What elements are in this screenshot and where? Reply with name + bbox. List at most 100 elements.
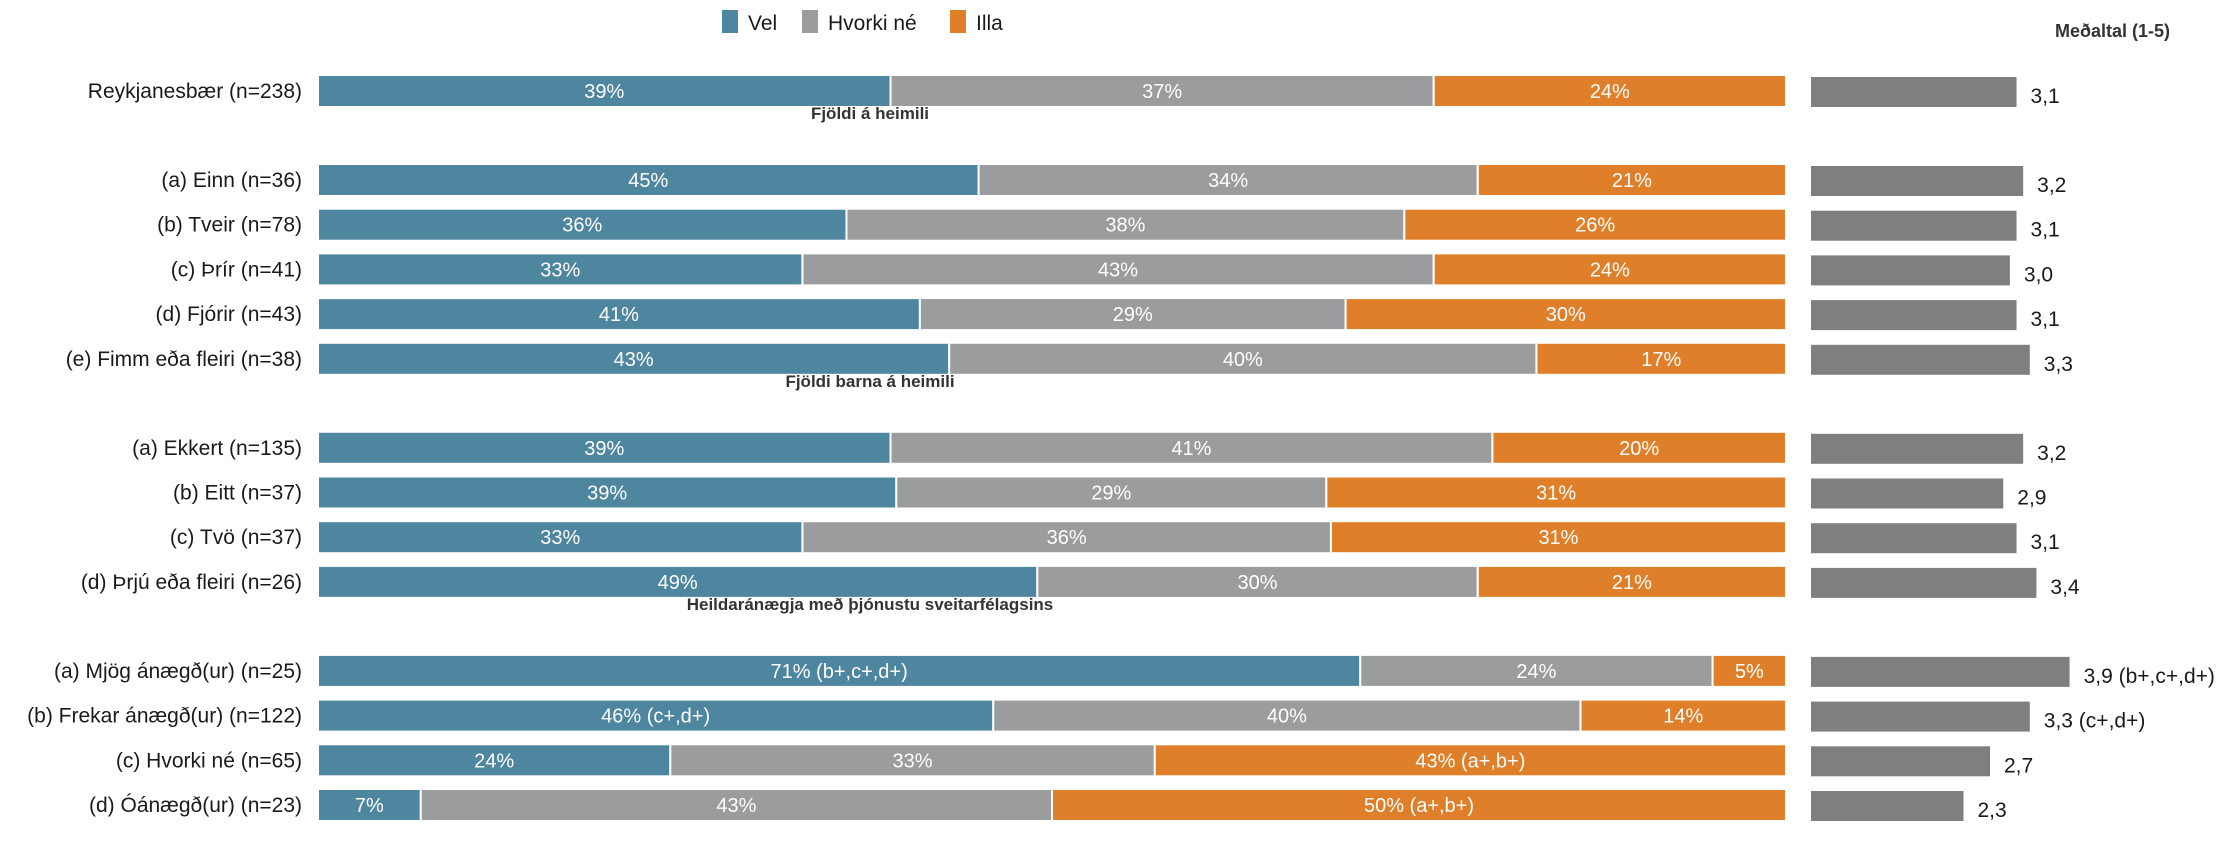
chart-row: (c) Tvö (n=37) 33% 36% 31% 3,1 xyxy=(170,520,2060,555)
mean-label: 3,1 xyxy=(2031,308,2060,331)
legend-swatch-hvorki-n xyxy=(802,10,818,33)
segment-label: 31% xyxy=(1536,483,1576,505)
chart-row: (e) Fimm eða fleiri (n=38) 43% 40% 17% 3,3 xyxy=(66,341,2073,376)
segment-label: 34% xyxy=(1208,170,1248,192)
segment-label: 24% xyxy=(1590,81,1630,103)
segment-label: 33% xyxy=(540,259,580,281)
chart-row: (d) Þrjú eða fleiri (n=26) 49% 30% 21% 3,4 xyxy=(81,564,2080,599)
chart-row: Reykjanesbær (n=238) 39% 37% 24% 3,1 xyxy=(88,74,2060,108)
bar-segment-illa xyxy=(1711,653,1787,688)
bar-segment-vel xyxy=(317,341,951,376)
bar-segment-illa xyxy=(1432,74,1788,108)
row-label: (a) Mjög ánægð(ur) (n=25) xyxy=(54,660,302,683)
segment-label: 33% xyxy=(893,750,933,772)
bar-segment-hvorki-n xyxy=(845,207,1406,242)
segment-label: 29% xyxy=(1113,304,1153,326)
mean-label: 3,4 xyxy=(2050,576,2080,599)
bar-segment-hvorki-n xyxy=(992,698,1582,733)
segment-label: 24% xyxy=(1590,259,1630,281)
row-label: (a) Einn (n=36) xyxy=(161,169,302,192)
bar-segment-vel xyxy=(317,297,921,332)
bar-segment-hvorki-n xyxy=(419,788,1053,822)
bar-segment-vel xyxy=(317,564,1039,599)
chart-rows: Reykjanesbær (n=238) 39% 37% 24% 3,1 Fjöldi á… xyxy=(27,74,2215,822)
bar-segment-vel xyxy=(317,430,892,465)
bar-segment-vel xyxy=(317,698,995,733)
chart-row: (c) Hvorki né (n=65) 24% 33% 43% (a+,b+) 2,7 xyxy=(116,743,2033,778)
segment-label: 41% xyxy=(599,304,639,326)
segment-label: 43% xyxy=(1098,259,1138,281)
segment-label: 20% xyxy=(1619,438,1659,460)
segment-label: 43% (a+,b+) xyxy=(1415,750,1525,772)
bar-segment-illa xyxy=(1476,564,1787,599)
chart-row: (a) Einn (n=36) 45% 34% 21% 3,2 xyxy=(161,163,2066,197)
mean-label: 3,2 xyxy=(2037,442,2066,465)
mean-bar xyxy=(1811,433,2024,464)
row-label: (c) Tvö (n=37) xyxy=(170,526,302,549)
bar-segment-illa xyxy=(1579,698,1787,733)
mean-label: 2,3 xyxy=(1977,799,2006,822)
segment-label: 17% xyxy=(1641,349,1681,371)
row-label: Reykjanesbær (n=238) xyxy=(88,80,302,103)
segment-label: 37% xyxy=(1142,81,1182,103)
bar-segment-vel xyxy=(317,653,1362,688)
segment-label: 39% xyxy=(587,483,627,505)
chart-row: (b) Tveir (n=78) 36% 38% 26% 3,1 xyxy=(157,207,2060,242)
segment-label: 40% xyxy=(1267,706,1307,728)
segment-label: 29% xyxy=(1091,483,1131,505)
segment-label: 39% xyxy=(584,81,624,103)
mean-bar xyxy=(1811,210,2017,241)
bar-segment-illa xyxy=(1051,788,1787,822)
section-title: Fjöldi barna á heimili xyxy=(785,372,954,391)
mean-label: 2,9 xyxy=(2017,487,2046,510)
mean-bar xyxy=(1811,166,2024,196)
bar-segment-illa xyxy=(1403,207,1787,242)
bar-segment-illa xyxy=(1476,163,1787,197)
segment-label: 36% xyxy=(562,215,602,237)
legend-swatch-vel xyxy=(722,10,738,33)
mean-label: 3,1 xyxy=(2031,219,2060,242)
segment-label: 5% xyxy=(1735,661,1764,683)
mean-bar xyxy=(1811,567,2037,598)
mean-bar xyxy=(1811,77,2017,107)
row-label: (a) Ekkert (n=135) xyxy=(132,437,302,460)
mean-bar xyxy=(1811,746,1991,777)
legend-label-vel: Vel xyxy=(748,12,777,35)
section-title: Fjöldi á heimili xyxy=(811,104,929,123)
chart-row: (d) Fjórir (n=43) 41% 29% 30% 3,1 xyxy=(156,297,2060,332)
segment-label: 41% xyxy=(1171,438,1211,460)
bar-segment-illa xyxy=(1329,520,1788,555)
bar-segment-hvorki-n xyxy=(977,163,1479,197)
bar-segment-illa xyxy=(1325,475,1787,510)
bar-segment-vel xyxy=(317,475,898,510)
segment-label: 50% (a+,b+) xyxy=(1364,795,1474,817)
mean-bar xyxy=(1811,791,1964,821)
segment-label: 43% xyxy=(716,795,756,817)
segment-label: 43% xyxy=(614,349,654,371)
segment-label: 26% xyxy=(1575,215,1615,237)
bar-segment-illa xyxy=(1153,743,1787,778)
mean-label: 3,1 xyxy=(2031,531,2060,554)
mean-label: 3,3 xyxy=(2044,353,2073,376)
legend-label-illa: Illa xyxy=(976,12,1003,35)
mean-bar xyxy=(1811,701,2030,732)
mean-label: 2,7 xyxy=(2004,754,2033,777)
segment-label: 21% xyxy=(1612,170,1652,192)
mean-bar xyxy=(1811,300,2017,331)
section-title: Heildaránægja með þjónustu sveitarfélags… xyxy=(687,595,1054,614)
mean-label: 3,3 (c+,d+) xyxy=(2044,710,2146,733)
row-label: (c) Þrír (n=41) xyxy=(171,258,302,281)
bar-segment-vel xyxy=(317,520,804,555)
legend-swatch-illa xyxy=(950,10,966,33)
bar-segment-illa xyxy=(1432,252,1788,287)
chart-row: (a) Mjög ánægð(ur) (n=25) 71% (b+,c+,d+) 2… xyxy=(54,653,2215,688)
mean-label: 3,1 xyxy=(2031,85,2060,108)
bar-segment-hvorki-n xyxy=(918,297,1347,332)
bar-segment-illa xyxy=(1344,297,1787,332)
segment-label: 71% (b+,c+,d+) xyxy=(770,661,907,683)
row-label: (c) Hvorki né (n=65) xyxy=(116,749,302,772)
segment-label: 21% xyxy=(1612,572,1652,594)
chart-row: (b) Frekar ánægð(ur) (n=122) 46% (c+,d+) 4… xyxy=(27,698,2146,733)
bar-segment-vel xyxy=(317,788,422,822)
